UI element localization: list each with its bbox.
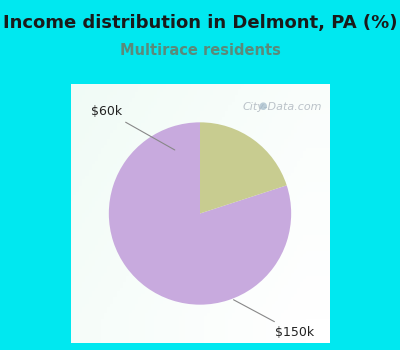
- Text: City-Data.com: City-Data.com: [242, 102, 322, 112]
- Text: $150k: $150k: [234, 300, 314, 339]
- Text: Multirace residents: Multirace residents: [120, 43, 280, 58]
- Text: Income distribution in Delmont, PA (%): Income distribution in Delmont, PA (%): [3, 14, 397, 32]
- Text: ●: ●: [259, 101, 267, 111]
- Wedge shape: [109, 122, 291, 304]
- Wedge shape: [200, 122, 287, 214]
- Text: $60k: $60k: [91, 105, 175, 150]
